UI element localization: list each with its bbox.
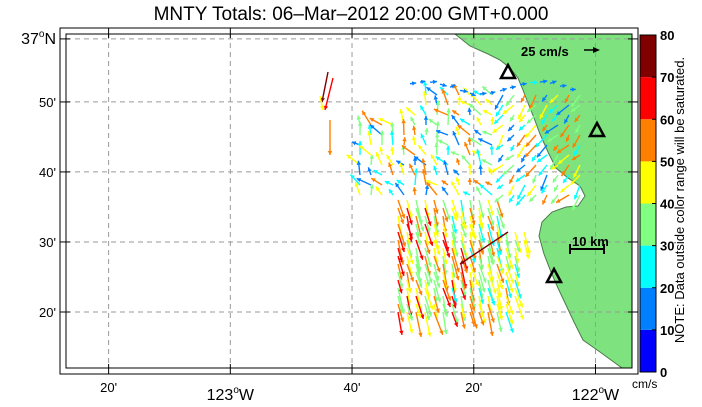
lon-tick-label-0: 20' xyxy=(100,380,117,395)
colorbar-unit: cm/s xyxy=(632,377,658,391)
reference-vector: 25 cm/s xyxy=(521,44,600,59)
colorbar-segment xyxy=(640,287,656,330)
colorbar-segment xyxy=(640,35,656,78)
colorbar-tick-label: 80 xyxy=(660,28,674,43)
triangle-station-icon xyxy=(544,266,564,284)
reference-vector-label: 25 cm/s xyxy=(521,44,569,59)
lat-tick-label-0: 37oN xyxy=(21,29,56,48)
colorbar-tick-label: 20 xyxy=(660,281,674,296)
outer-frame xyxy=(59,27,639,375)
colorbar-segment xyxy=(640,119,656,162)
lon-tick-label-2: 40' xyxy=(344,380,361,395)
grid-lines xyxy=(66,34,632,368)
lat-tick-label-1: 50' xyxy=(39,95,56,110)
colorbar-segment xyxy=(640,329,656,372)
map-title: MNTY Totals: 06–Mar–2012 20:00 GMT+0.000 xyxy=(153,4,549,25)
current-vectors xyxy=(319,71,581,338)
colorbar-tick-label: 40 xyxy=(660,197,674,212)
scale-bar: 10 km xyxy=(569,234,609,254)
colorbar-tick-label: 30 xyxy=(660,239,674,254)
scale-bar-label: 10 km xyxy=(572,234,609,249)
colorbar-segment xyxy=(640,161,656,204)
lat-tick-label-3: 30' xyxy=(39,235,56,250)
colorbar: 0 10 20 30 40 50 60 70 80 xyxy=(639,28,674,380)
lon-tick-label-3: 20' xyxy=(465,380,482,395)
axis-ticks: 37oN 50' 40' 30' 20' 20' 123oW 40' 20' 122oW xyxy=(21,28,638,404)
triangle-station-icon xyxy=(498,62,518,80)
colorbar-segment xyxy=(640,77,656,120)
colorbar-note: NOTE: Data outside color range will be s… xyxy=(672,56,687,344)
colorbar-tick-label: 70 xyxy=(660,70,674,85)
coastline-land xyxy=(454,34,632,368)
colorbar-tick-label: 0 xyxy=(660,365,667,380)
colorbar-segment xyxy=(640,245,656,288)
colorbar-tick-label: 60 xyxy=(660,112,674,127)
plot-frame xyxy=(65,33,633,369)
colorbar-tick-label: 10 xyxy=(660,323,674,338)
lat-tick-label-2: 40' xyxy=(39,165,56,180)
colorbar-segment xyxy=(640,203,656,246)
colorbar-tick-label: 50 xyxy=(660,154,674,169)
lon-tick-label-1: 123oW xyxy=(207,385,255,404)
lat-tick-label-4: 20' xyxy=(39,305,56,320)
lon-tick-label-4: 122oW xyxy=(572,385,620,404)
triangle-station-icon xyxy=(587,120,607,138)
hf-radar-stations xyxy=(498,62,607,284)
